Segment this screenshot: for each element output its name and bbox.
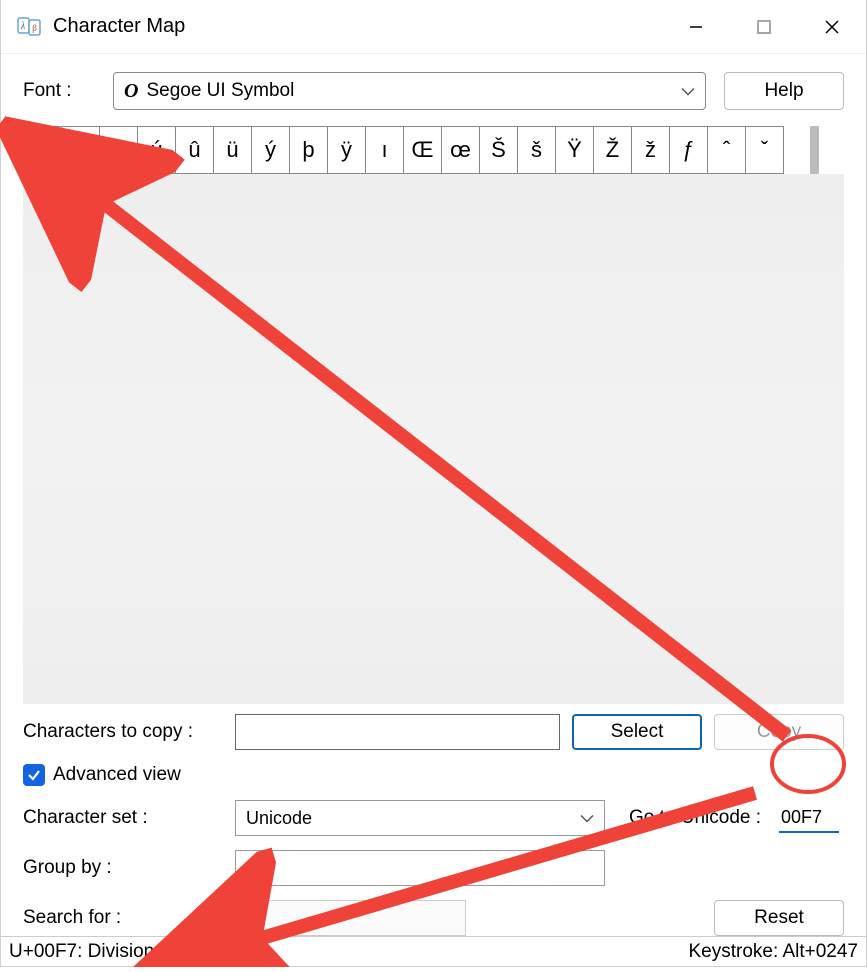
charset-dropdown[interactable]: Unicode bbox=[235, 800, 605, 836]
character-cell[interactable]: û bbox=[175, 126, 213, 174]
svg-text:λ: λ bbox=[20, 21, 26, 32]
search-label: Search for : bbox=[23, 907, 223, 929]
group-label: Group by : bbox=[23, 857, 223, 879]
character-cell[interactable]: š bbox=[517, 126, 555, 174]
copy-label: Characters to copy : bbox=[23, 721, 223, 743]
chevron-down-icon bbox=[681, 81, 695, 102]
status-bar: U+00F7: Division Sign Keystroke: Alt+024… bbox=[1, 936, 866, 966]
group-dropdown[interactable]: All bbox=[235, 850, 605, 886]
minimize-button[interactable] bbox=[662, 0, 730, 54]
character-cell[interactable]: ý bbox=[251, 126, 289, 174]
goto-unicode-input[interactable] bbox=[779, 803, 839, 833]
advanced-view-checkbox[interactable]: Advanced view bbox=[23, 764, 844, 786]
svg-text:β: β bbox=[32, 23, 37, 33]
search-input[interactable] bbox=[235, 900, 466, 936]
character-cell[interactable]: ˆ bbox=[707, 126, 745, 174]
character-cell[interactable]: ú bbox=[137, 126, 175, 174]
copy-button[interactable]: Copy bbox=[714, 714, 844, 750]
close-button[interactable] bbox=[798, 0, 866, 54]
advanced-view-label: Advanced view bbox=[53, 764, 181, 786]
charset-value: Unicode bbox=[246, 808, 312, 829]
character-cell[interactable]: ø bbox=[61, 126, 99, 174]
character-cell[interactable]: þ bbox=[289, 126, 327, 174]
character-cell[interactable]: ı bbox=[365, 126, 403, 174]
status-right: Keystroke: Alt+0247 bbox=[688, 941, 858, 963]
titlebar: λ β Character Map bbox=[1, 0, 866, 54]
character-cell[interactable]: Š bbox=[479, 126, 517, 174]
character-cell[interactable]: Ÿ bbox=[555, 126, 593, 174]
help-button[interactable]: Help bbox=[724, 72, 844, 110]
character-grid: ÷øùúûüýþÿıŒœŠšŸŽžƒˆˇ bbox=[23, 126, 784, 174]
reset-button[interactable]: Reset bbox=[714, 900, 844, 936]
characters-to-copy-input[interactable] bbox=[235, 714, 560, 750]
chevron-down-icon bbox=[580, 808, 594, 829]
character-cell[interactable]: Ž bbox=[593, 126, 631, 174]
status-left: U+00F7: Division Sign bbox=[9, 941, 198, 963]
font-type-icon: O bbox=[124, 80, 138, 103]
character-cell[interactable]: ÿ bbox=[327, 126, 365, 174]
character-cell[interactable]: ù bbox=[99, 126, 137, 174]
character-cell[interactable]: ž bbox=[631, 126, 669, 174]
charset-label: Character set : bbox=[23, 807, 223, 829]
font-label: Font : bbox=[23, 80, 113, 102]
window-title: Character Map bbox=[53, 15, 185, 38]
font-dropdown[interactable]: O Segoe UI Symbol bbox=[113, 72, 706, 110]
select-button[interactable]: Select bbox=[572, 714, 702, 750]
font-name: Segoe UI Symbol bbox=[146, 80, 294, 102]
grid-empty-area bbox=[23, 174, 844, 704]
goto-unicode-label: Go to Unicode : bbox=[629, 807, 761, 829]
character-cell[interactable]: Œ bbox=[403, 126, 441, 174]
character-cell[interactable]: œ bbox=[441, 126, 479, 174]
maximize-button[interactable] bbox=[730, 0, 798, 54]
character-cell[interactable]: ˇ bbox=[745, 126, 783, 174]
group-value: All bbox=[246, 858, 266, 879]
check-icon bbox=[23, 764, 45, 786]
character-cell[interactable]: ÷ bbox=[23, 126, 61, 174]
app-icon: λ β bbox=[17, 14, 43, 40]
character-cell[interactable]: ü bbox=[213, 126, 251, 174]
grid-scrollbar[interactable] bbox=[810, 126, 819, 174]
character-cell[interactable]: ƒ bbox=[669, 126, 707, 174]
